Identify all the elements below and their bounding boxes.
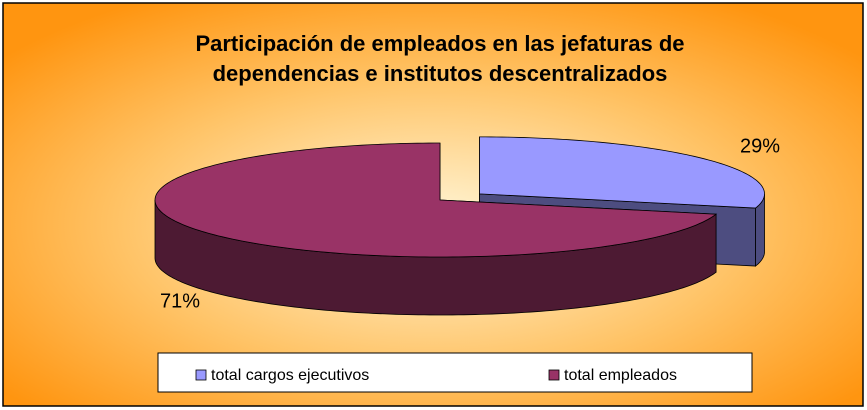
legend-box <box>157 352 753 393</box>
legend: total cargos ejecutivos total empleados <box>195 367 677 384</box>
legend-label: total cargos ejecutivos <box>211 367 369 384</box>
legend-swatch <box>195 369 207 381</box>
pie <box>154 136 765 316</box>
slice <box>479 136 765 209</box>
chart-title: dependencias e institutos descentralizad… <box>213 61 668 86</box>
legend-swatch <box>548 369 560 381</box>
chart-title: Participación de empleados en las jefatu… <box>195 31 684 56</box>
data-label: 29% <box>740 135 780 157</box>
legend-label: total empleados <box>564 367 677 384</box>
data-label: 71% <box>160 290 200 312</box>
slice <box>154 142 718 258</box>
